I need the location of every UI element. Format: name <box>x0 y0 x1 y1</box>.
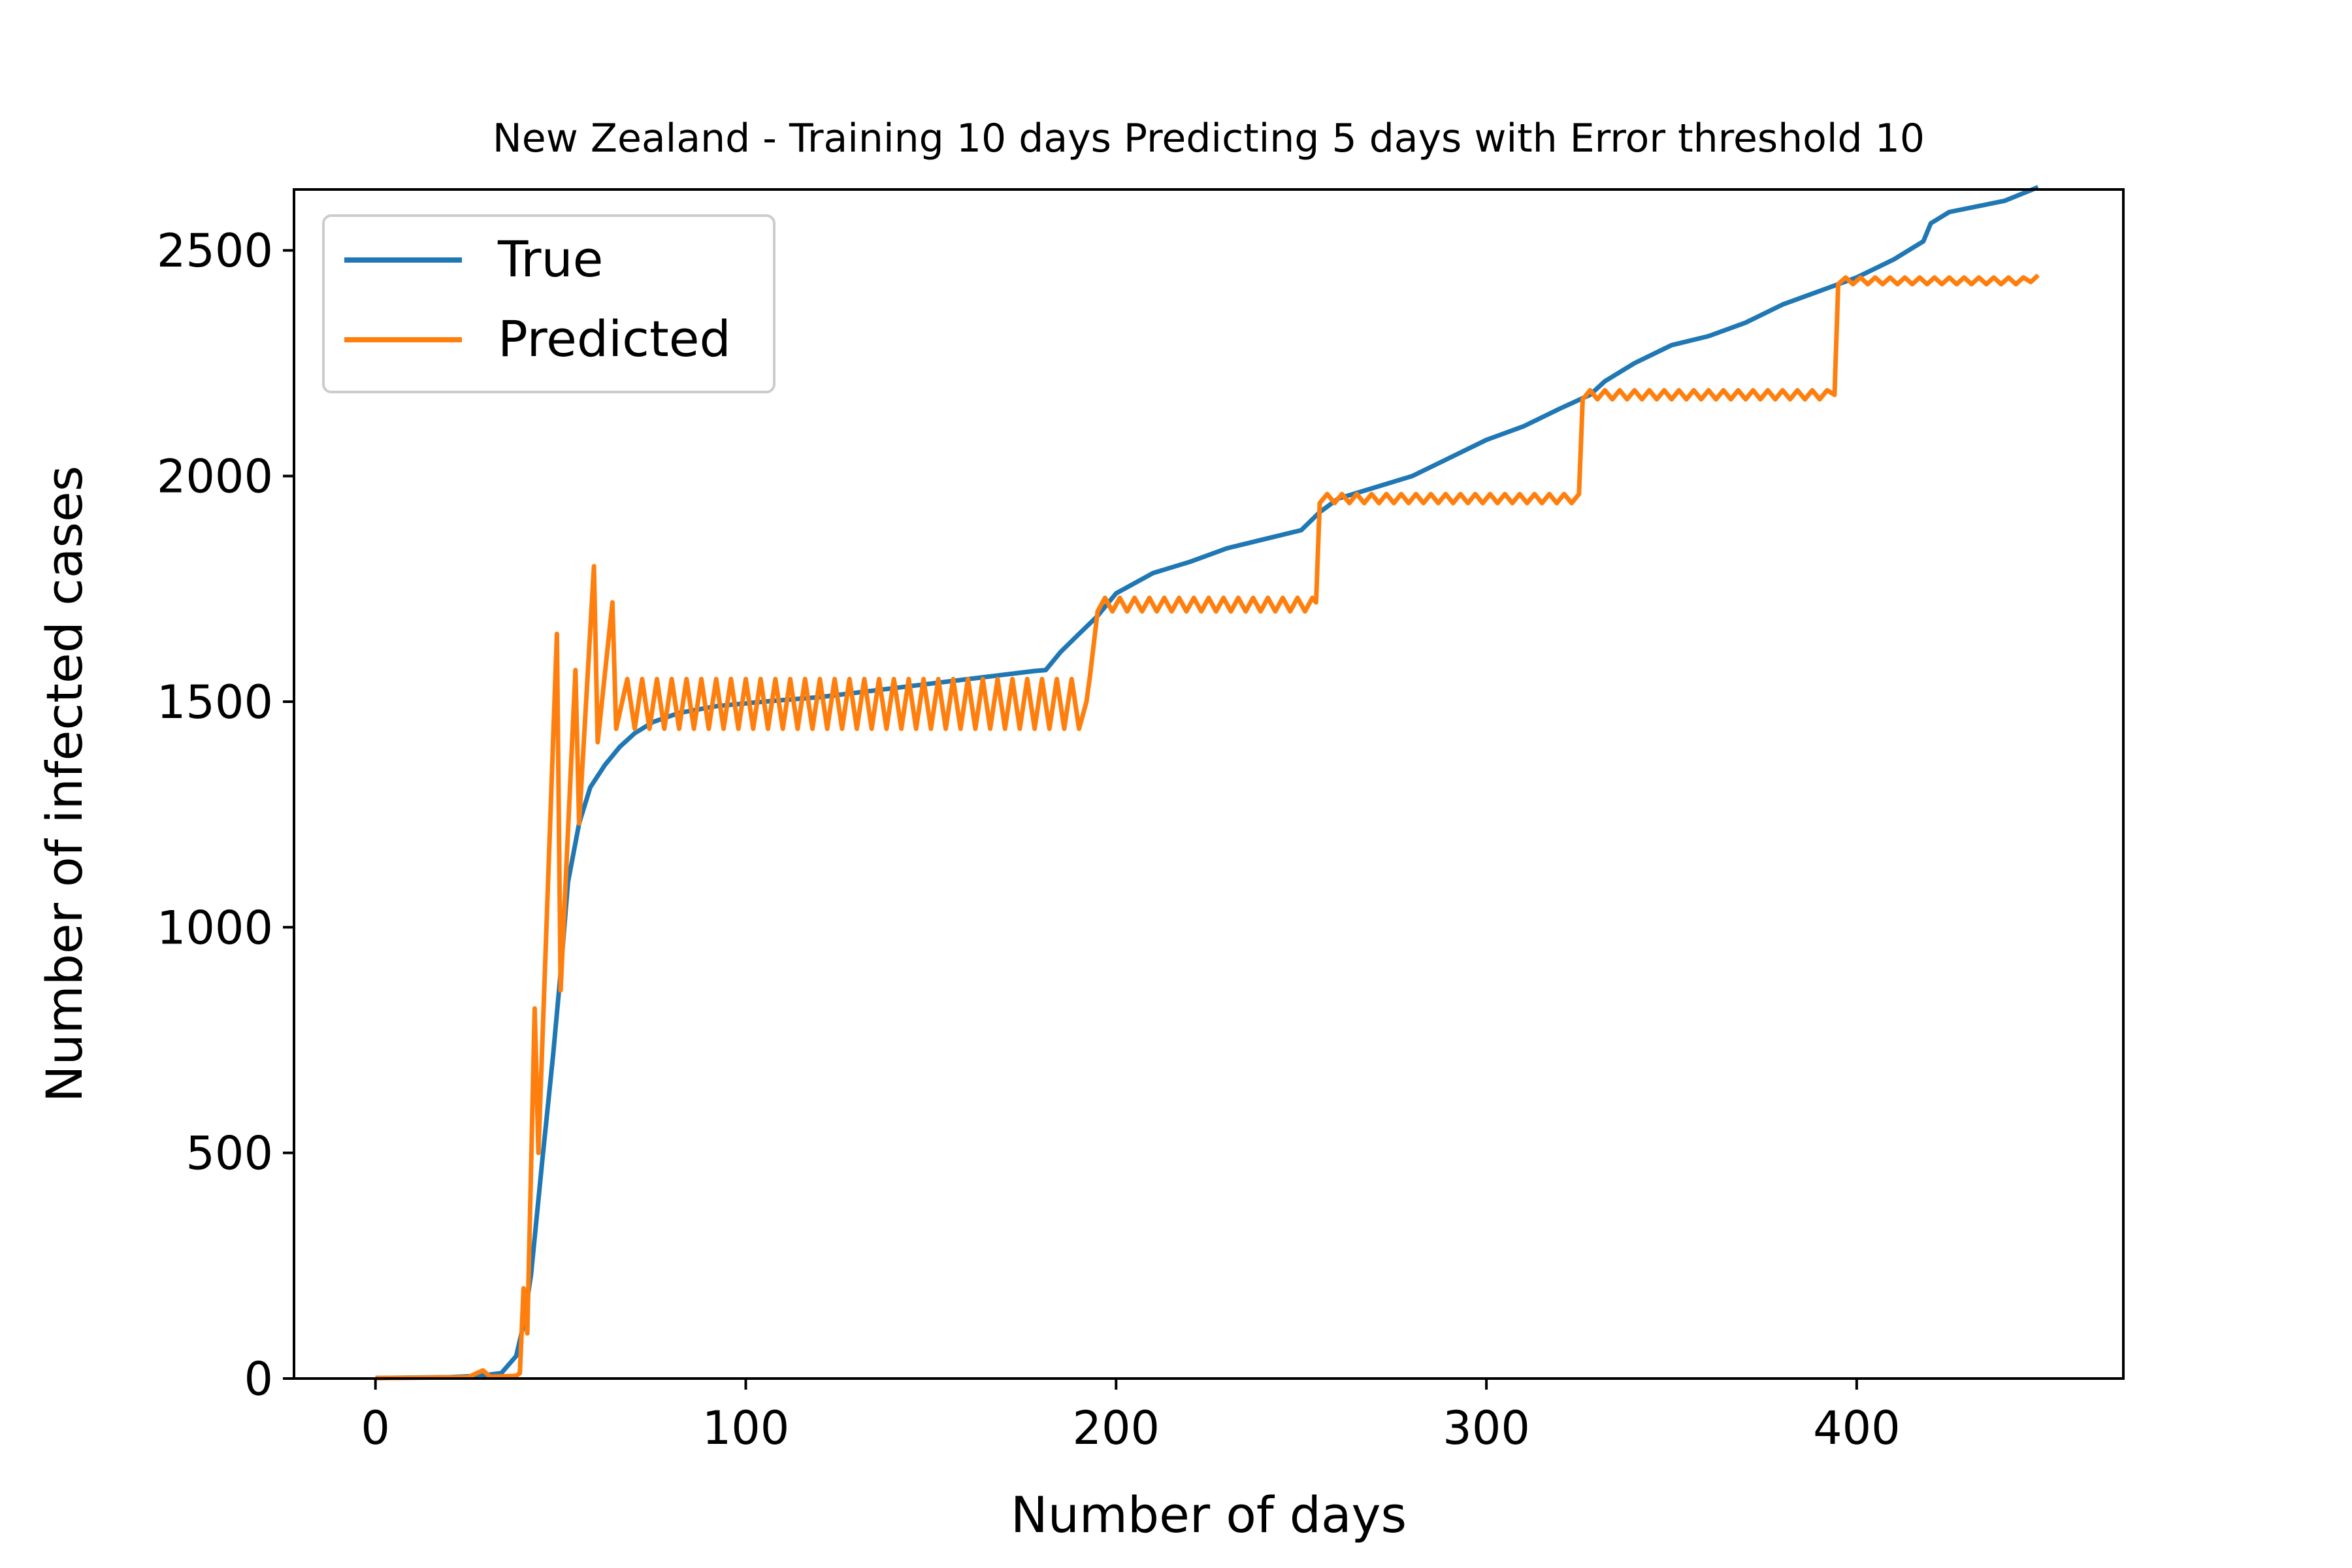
series-layer <box>375 185 2040 1380</box>
legend-label-predicted: Predicted <box>498 310 731 368</box>
x-tick-label: 200 <box>1072 1401 1160 1455</box>
y-tick-label: 500 <box>186 1127 273 1181</box>
x-tick-label: 400 <box>1813 1401 1901 1455</box>
plot-frame <box>293 188 2125 1380</box>
x-tick-label: 300 <box>1443 1401 1530 1455</box>
x-tick-label: 0 <box>361 1401 390 1455</box>
y-tick-label: 0 <box>244 1352 273 1406</box>
x-axis-label: Number of days <box>1011 1486 1407 1544</box>
y-tick-label: 2000 <box>157 450 273 504</box>
y-tick-label: 1500 <box>157 676 273 729</box>
legend: True Predicted <box>322 214 776 393</box>
x-tick-label: 100 <box>702 1401 790 1455</box>
y-axis: 0 500 1000 1500 2000 2500 <box>157 224 294 1406</box>
series-line-predicted <box>375 273 2040 1380</box>
y-tick-label: 2500 <box>157 224 273 278</box>
y-axis-label: Number of infected cases <box>35 466 93 1103</box>
y-tick-label: 1000 <box>157 901 273 955</box>
x-axis: 0 100 200 300 400 <box>361 1379 1901 1455</box>
chart-title: New Zealand - Training 10 days Predictin… <box>493 116 1925 161</box>
legend-label-true: True <box>497 230 603 288</box>
